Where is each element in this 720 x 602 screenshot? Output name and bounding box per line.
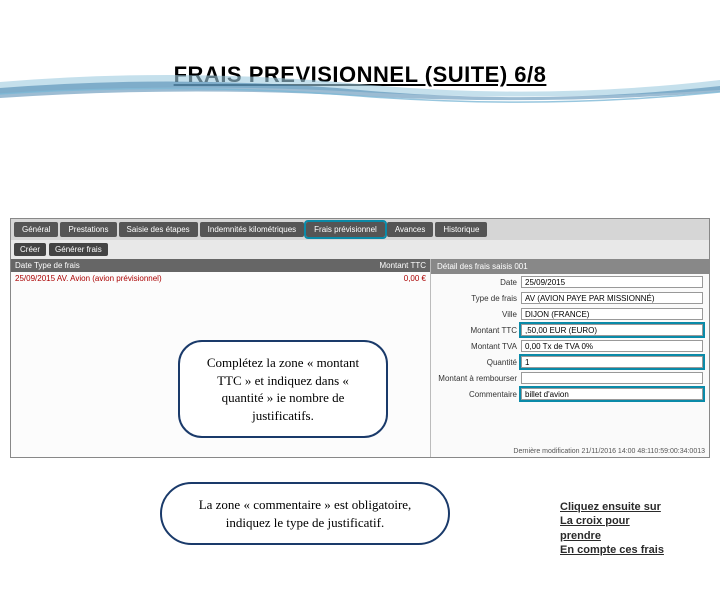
tab-bar: Général Prestations Saisie des étapes In… <box>11 219 709 240</box>
detail-title: Détail des frais saisis 001 <box>431 259 709 274</box>
label-commentaire: Commentaire <box>437 390 517 399</box>
page-title: FRAIS PREVISIONNEL (SUITE) 6/8 <box>0 62 720 88</box>
toolbar: Créer Générer frais <box>11 240 709 259</box>
tab-prestations[interactable]: Prestations <box>60 222 116 237</box>
tab-general[interactable]: Général <box>14 222 58 237</box>
input-rembourser[interactable] <box>521 372 703 384</box>
create-button[interactable]: Créer <box>14 243 46 256</box>
label-quantite: Quantité <box>437 358 517 367</box>
label-date: Date <box>437 278 517 287</box>
label-type: Type de frais <box>437 294 517 303</box>
tab-ik[interactable]: Indemnités kilométriques <box>200 222 304 237</box>
input-montant-ttc[interactable]: ,50,00 EUR (EURO) <box>521 324 703 336</box>
input-date[interactable]: 25/09/2015 <box>521 276 703 288</box>
grid-header-left: Date Type de frais <box>15 261 80 270</box>
label-ttc: Montant TTC <box>437 326 517 335</box>
input-tva[interactable]: 0,00 Tx de TVA 0% <box>521 340 703 352</box>
last-modified: Dernière modification 21/11/2016 14:00 4… <box>513 448 705 455</box>
tab-etapes[interactable]: Saisie des étapes <box>119 222 198 237</box>
row-right: 0,00 € <box>404 274 426 283</box>
label-ville: Ville <box>437 310 517 319</box>
tab-frais-previsionnel[interactable]: Frais prévisionnel <box>306 222 385 237</box>
side-note: Cliquez ensuite surLa croix pourprendreE… <box>560 500 664 557</box>
input-commentaire[interactable]: billet d'avion <box>521 388 703 400</box>
callout-montant-quantite: Complétez la zone « montant TTC » et ind… <box>178 340 388 438</box>
tab-historique[interactable]: Historique <box>435 222 487 237</box>
input-type[interactable]: AV (AVION PAYE PAR MISSIONNÉ) <box>521 292 703 304</box>
table-row[interactable]: 25/09/2015 AV. Avion (avion prévisionnel… <box>11 272 430 285</box>
label-rembourser: Montant à rembourser <box>437 374 517 383</box>
row-left: 25/09/2015 AV. Avion (avion prévisionnel… <box>15 274 162 283</box>
grid-header-right: Montant TTC <box>379 261 426 270</box>
input-ville[interactable]: DIJON (FRANCE) <box>521 308 703 320</box>
label-tva: Montant TVA <box>437 342 517 351</box>
generate-button[interactable]: Générer frais <box>49 243 108 256</box>
detail-pane: Détail des frais saisis 001 Date 25/09/20… <box>431 259 709 457</box>
input-quantite[interactable]: 1 <box>521 356 703 368</box>
callout-commentaire: La zone « commentaire » est obligatoire,… <box>160 482 450 545</box>
tab-avances[interactable]: Avances <box>387 222 434 237</box>
